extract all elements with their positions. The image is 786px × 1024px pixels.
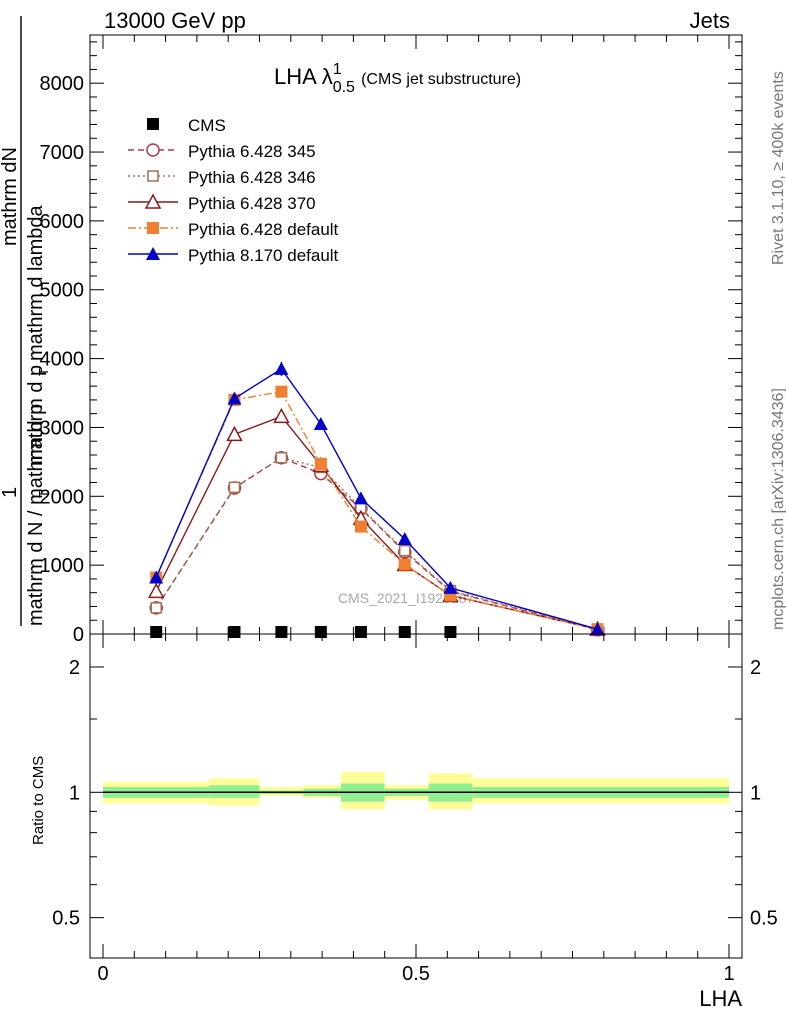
- legend-marker: [146, 247, 160, 260]
- legend-label: Pythia 8.170 default: [188, 246, 339, 265]
- legend-label: Pythia 6.428 346: [188, 168, 316, 187]
- ylabel-denominator-subscript: T: [36, 490, 51, 498]
- series-point: [398, 544, 411, 557]
- series-point: [354, 520, 367, 533]
- series-point: [354, 626, 367, 638]
- legend-label: Pythia 6.428 345: [188, 142, 316, 161]
- series-point: [147, 582, 165, 599]
- ratio-y-tick-label: 1: [69, 782, 80, 804]
- ratio-y-tick-label-right: 1: [750, 782, 761, 804]
- legend-marker: [147, 170, 159, 182]
- series-0: [150, 626, 457, 638]
- series-point: [275, 385, 288, 398]
- y-tick-label: 0: [73, 624, 84, 646]
- ratio-y-tick-label-right: 0.5: [750, 908, 778, 930]
- series-point: [274, 361, 289, 375]
- series-point: [313, 417, 328, 431]
- y-tick-label: 7000: [40, 142, 85, 164]
- main-plot-area: 0 1000 2000 3000 4000 5000 6000 7000 8000: [40, 34, 743, 646]
- series-point: [275, 451, 288, 464]
- series-line: [155, 415, 598, 630]
- series-point: [398, 558, 411, 571]
- series-1: [149, 450, 605, 637]
- ratio-y-tick-label-right: 2: [750, 657, 761, 679]
- legend-marker: [146, 143, 160, 157]
- series-point: [227, 391, 242, 405]
- legend-marker: [147, 222, 159, 234]
- series-point: [226, 425, 243, 442]
- series-line: [155, 456, 598, 630]
- x-tick-label: 1: [723, 963, 734, 985]
- y-tick-label: 6000: [40, 211, 85, 233]
- y-tick-label: 3000: [40, 417, 85, 439]
- series-point: [314, 626, 327, 638]
- plot-title-note: (CMS jet substructure): [361, 71, 522, 88]
- ratio-y-tick-label: 2: [69, 657, 80, 679]
- ylabel-fraction-tail: mathrm d lambda: [25, 205, 47, 361]
- ratio-inner-band: [209, 785, 260, 798]
- plot-title-superscript: 1: [332, 61, 342, 78]
- series-point: [150, 602, 162, 614]
- plot-title-subscript: 0.5: [332, 79, 355, 96]
- series-point: [397, 531, 412, 545]
- y-tick-label: 4000: [40, 349, 85, 371]
- y-tick-label: 2000: [40, 486, 85, 508]
- x-tick-label: 0.5: [402, 963, 430, 985]
- main-y-axis-label: mathrm d N / mathrm d p T 1 mathrm dN ma…: [0, 16, 51, 626]
- legend-label: Pythia 6.428 default: [188, 220, 339, 239]
- legend-label: CMS: [188, 116, 226, 135]
- legend-marker: [147, 118, 159, 130]
- y-tick-label: 5000: [40, 280, 85, 302]
- x-tick-label: 0: [97, 963, 108, 985]
- series-point: [150, 626, 163, 638]
- series-point: [443, 580, 458, 594]
- ylabel-denominator: mathrm d N / mathrm d p: [25, 404, 47, 626]
- y-tick-label: 8000: [40, 73, 85, 95]
- legend: CMS Pythia 6.428 345 Pythia 6.428 346 Pythi…: [128, 116, 339, 265]
- series-3: [147, 407, 606, 636]
- series-point: [398, 626, 411, 638]
- series-point: [273, 407, 290, 424]
- series-point: [149, 570, 164, 584]
- series-point: [590, 622, 605, 636]
- series-2: [150, 451, 604, 635]
- ylabel-numerator-top: mathrm dN: [0, 147, 21, 246]
- ylabel-numerator-subscript: T: [36, 368, 51, 376]
- ratio-y-tick-label: 0.5: [52, 908, 80, 930]
- plot-title-main: LHA λ: [274, 64, 333, 89]
- series-point: [275, 626, 288, 638]
- plot-title-scripts: 1 0.5: [333, 61, 355, 96]
- series-line: [155, 390, 598, 630]
- legend-marker: [144, 193, 162, 209]
- series-point: [444, 626, 457, 638]
- category-label: Jets: [689, 8, 730, 33]
- ylabel-numerator-bottom: mathrm d p: [25, 365, 47, 466]
- series-4: [150, 385, 604, 636]
- series-point: [228, 626, 241, 638]
- series-point: [228, 481, 241, 494]
- energy-label: 13000 GeV pp: [104, 8, 246, 33]
- series-line: [155, 456, 598, 631]
- series-5: [149, 361, 605, 636]
- x-axis-label: LHA: [699, 986, 742, 1011]
- plot-title: LHA λ 1 0.5 (CMS jet substructure): [274, 61, 522, 96]
- series-point: [353, 491, 368, 505]
- legend-label: Pythia 6.428 370: [188, 194, 316, 213]
- series-line: [155, 367, 598, 630]
- analysis-watermark: CMS_2021_I1920187: [338, 590, 475, 606]
- ylabel-prefactor: 1: [0, 487, 21, 498]
- y-tick-label: 1000: [40, 555, 85, 577]
- ratio-plot-area: 0 0.5 1 0.5 0.5 1 1 2 2: [52, 633, 778, 985]
- series-point: [314, 457, 327, 470]
